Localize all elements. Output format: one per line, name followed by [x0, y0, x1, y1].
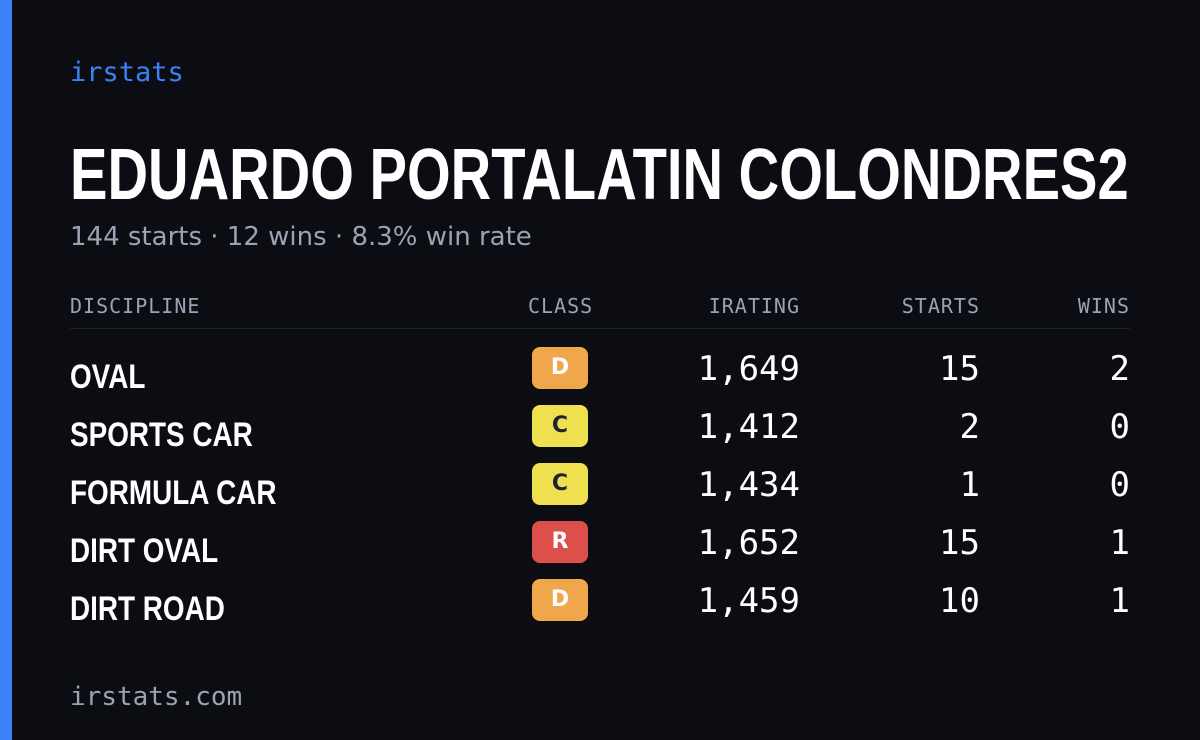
class-badge: C — [532, 405, 588, 447]
starts-value: 15 — [939, 523, 980, 563]
footer-url: irstats.com — [70, 682, 243, 712]
wins-value: 1 — [1109, 523, 1130, 563]
discipline-name: SPORTS CAR — [70, 416, 253, 454]
wins-value: 2 — [1109, 349, 1130, 389]
discipline-name: OVAL — [70, 358, 146, 396]
discipline-name: DIRT ROAD — [70, 590, 225, 628]
irating-value: 1,649 — [697, 349, 800, 389]
class-badge: D — [532, 347, 588, 389]
discipline-name: DIRT OVAL — [70, 532, 219, 570]
irating-value: 1,652 — [697, 523, 800, 563]
irating-value: 1,459 — [697, 581, 800, 621]
header-class: CLASS — [528, 294, 594, 318]
starts-value: 1 — [959, 465, 980, 505]
header-starts: STARTS — [901, 294, 980, 318]
header-wins: WINS — [1077, 294, 1130, 318]
header-discipline: DISCIPLINE — [70, 294, 201, 318]
accent-bar — [0, 0, 12, 740]
wins-value: 1 — [1109, 581, 1130, 621]
driver-name: EDUARDO PORTALATIN COLONDRES2 — [70, 135, 1129, 215]
starts-value: 15 — [939, 349, 980, 389]
brand-logo-text: irstats — [70, 57, 184, 88]
class-badge: R — [532, 521, 588, 563]
starts-value: 2 — [959, 407, 980, 447]
table-row: DIRT ROAD D 1,459 10 1 — [70, 575, 1130, 633]
table-body: OVAL D 1,649 15 2 SPORTS CAR C 1,412 2 0… — [70, 329, 1130, 633]
irating-value: 1,434 — [697, 465, 800, 505]
irating-value: 1,412 — [697, 407, 800, 447]
wins-value: 0 — [1109, 465, 1130, 505]
discipline-name: FORMULA CAR — [70, 474, 277, 512]
discipline-table: DISCIPLINE CLASS IRATING STARTS WINS OVA… — [70, 288, 1130, 633]
class-badge: C — [532, 463, 588, 505]
starts-value: 10 — [939, 581, 980, 621]
table-row: SPORTS CAR C 1,412 2 0 — [70, 401, 1130, 459]
wins-value: 0 — [1109, 407, 1130, 447]
table-header: DISCIPLINE CLASS IRATING STARTS WINS — [70, 288, 1130, 329]
table-row: FORMULA CAR C 1,434 1 0 — [70, 459, 1130, 517]
header-irating: IRATING — [708, 294, 800, 318]
class-badge: D — [532, 579, 588, 621]
table-row: DIRT OVAL R 1,652 15 1 — [70, 517, 1130, 575]
driver-summary: 144 starts · 12 wins · 8.3% win rate — [70, 222, 532, 252]
table-row: OVAL D 1,649 15 2 — [70, 343, 1130, 401]
